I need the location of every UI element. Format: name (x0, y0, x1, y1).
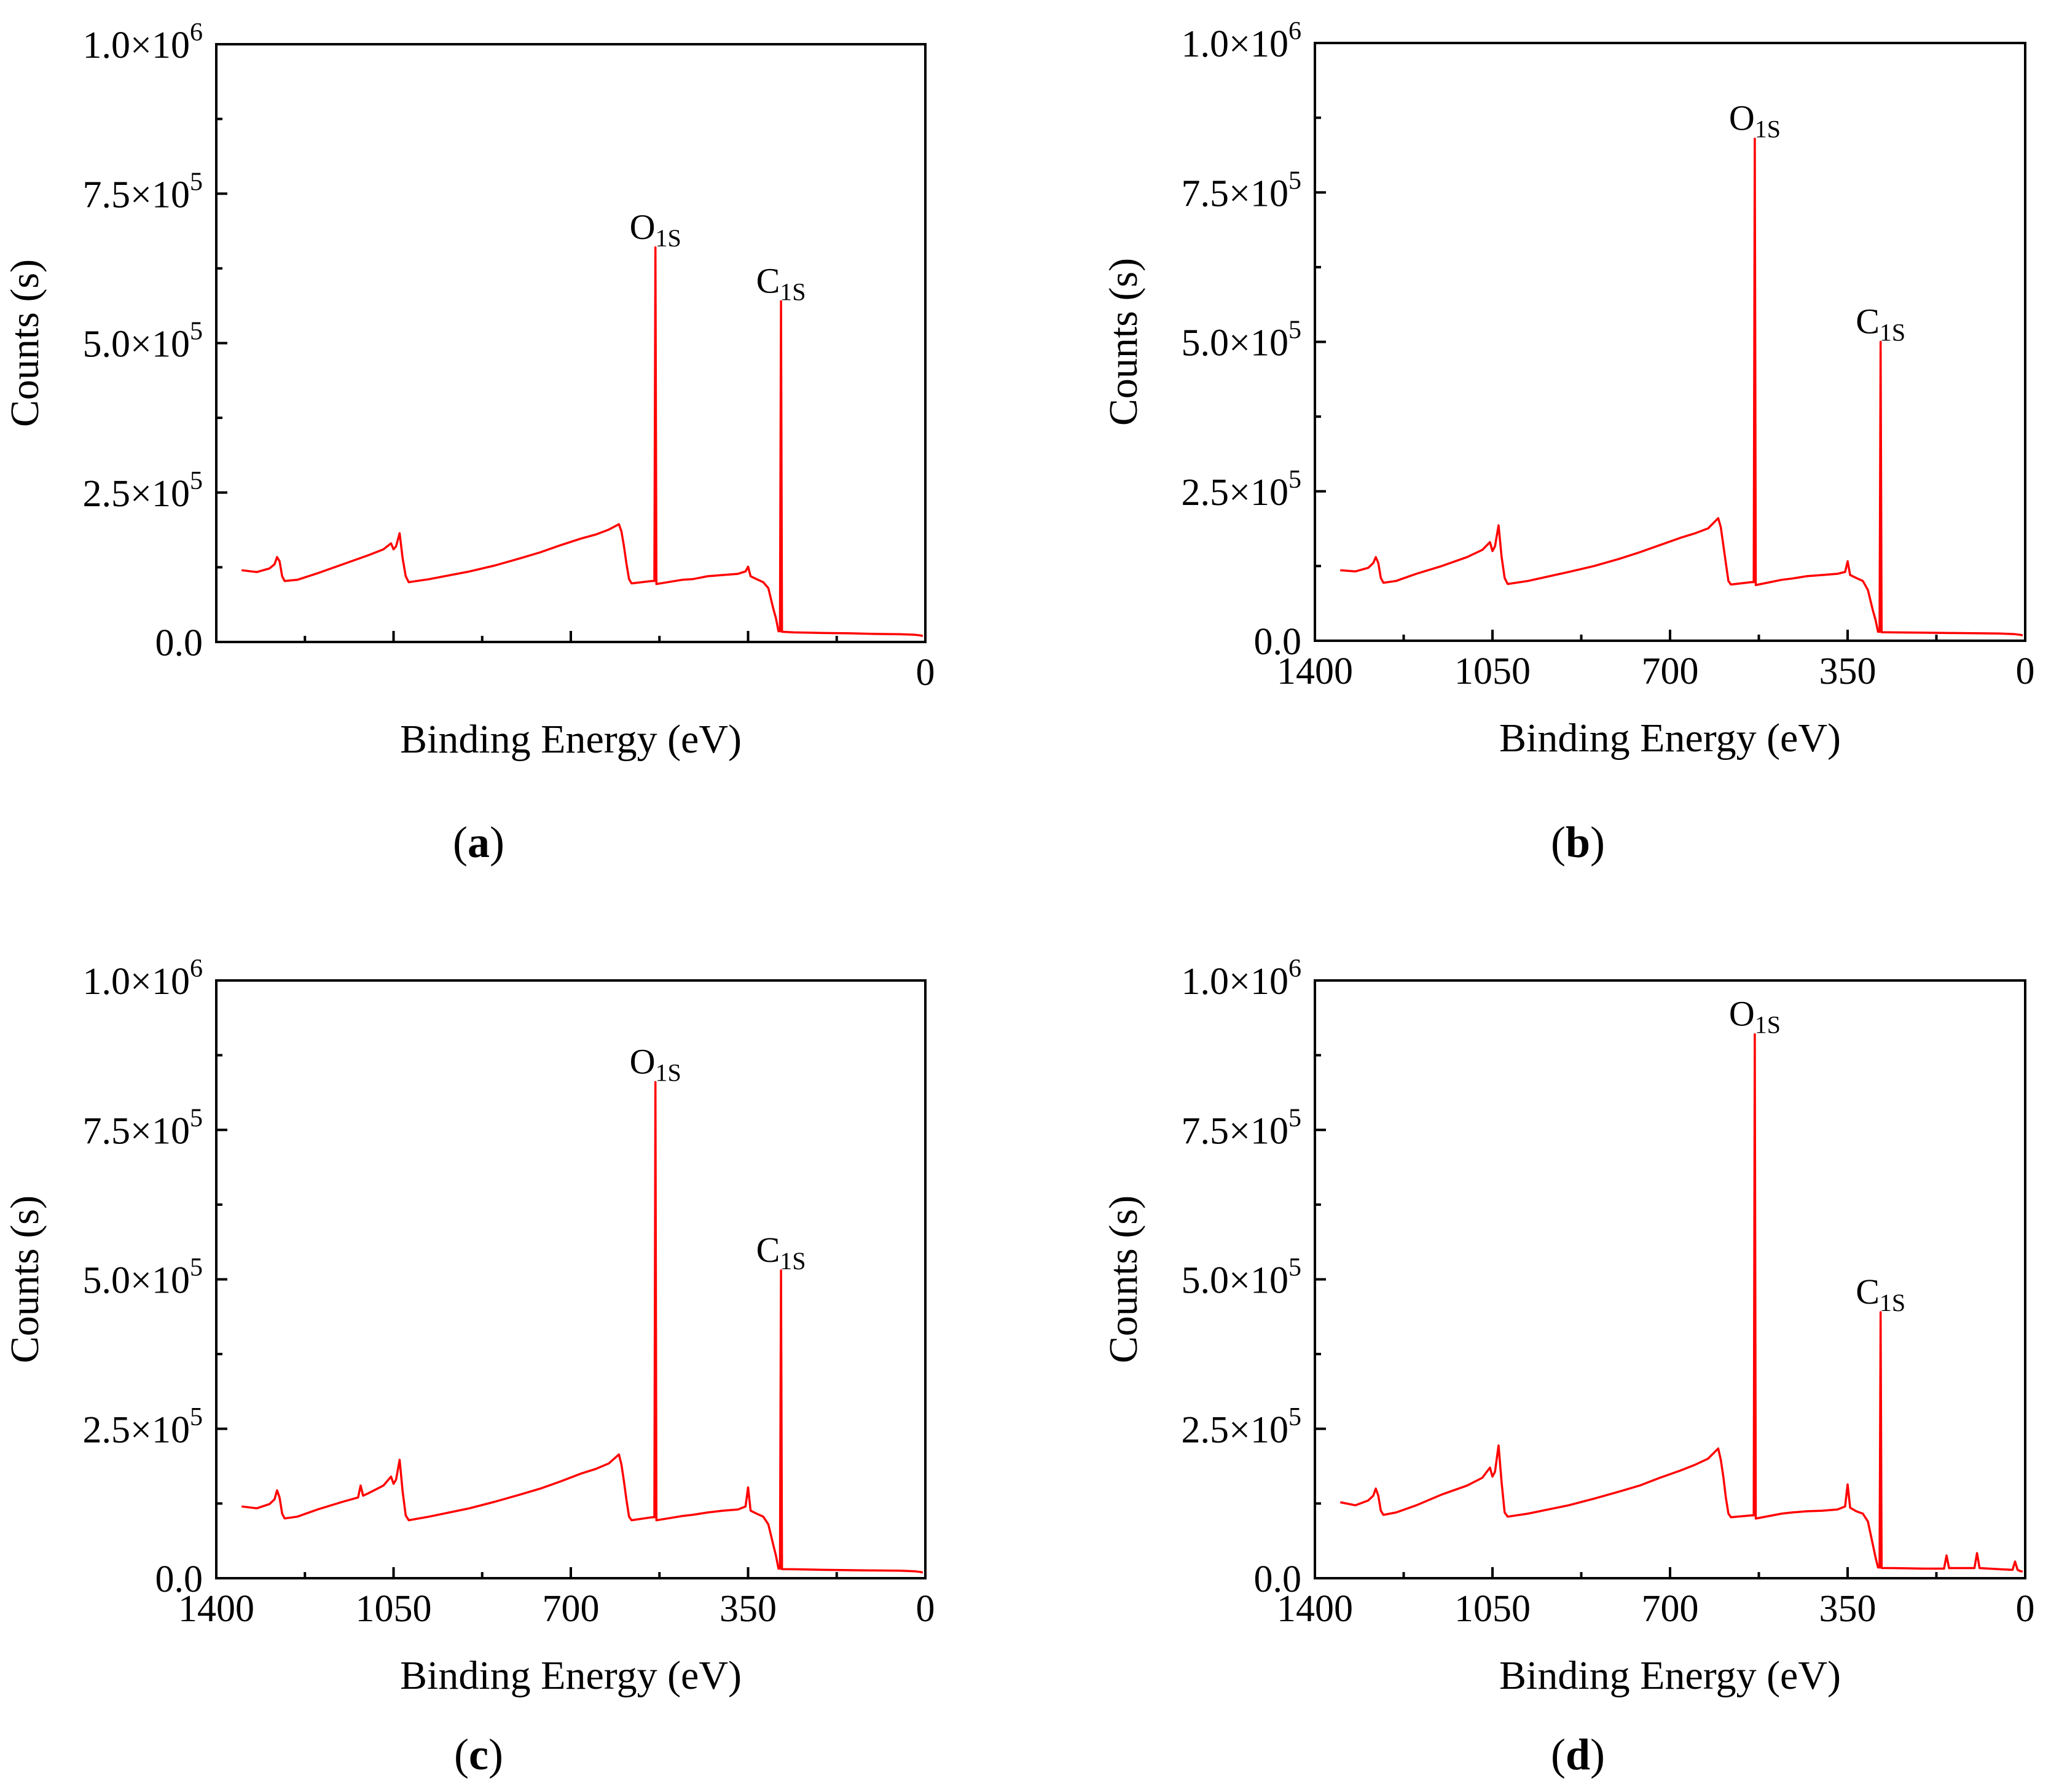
x-tick-label: 1050 (356, 1588, 432, 1630)
peak-label: O1S (630, 207, 681, 252)
y-tick-label: 5.0×105 (83, 318, 203, 366)
panel-caption: (d) (1551, 1730, 1605, 1779)
x-tick-label: 0 (916, 652, 935, 694)
y-tick-label: 0.0 (1254, 1559, 1302, 1600)
y-axis-label: Counts (s) (2, 259, 47, 427)
y-tick-label: 7.5×105 (1182, 166, 1301, 214)
x-tick-label: 700 (1642, 1588, 1699, 1630)
x-tick-label: 0 (916, 1588, 935, 1630)
panel-caption: (a) (453, 818, 504, 867)
x-tick-label: 1050 (1454, 1588, 1531, 1630)
peak-label: O1S (630, 1041, 681, 1086)
x-tick-label: 350 (720, 1588, 777, 1630)
plot-frame (1314, 42, 2026, 642)
peak-label: C1S (1856, 1272, 1905, 1317)
y-tick-label: 2.5×105 (1182, 1403, 1301, 1451)
x-tick-label: 350 (1819, 651, 1876, 692)
chart-panel-c: 0.0 2.5×105 5.0×105 7.5×105 1.0×106 1400 1050 7… (2, 955, 935, 1779)
x-tick-label: 0 (2016, 1588, 2035, 1630)
x-axis-label: Binding Energy (eV) (1499, 1653, 1841, 1698)
y-tick-label: 7.5×105 (83, 1104, 203, 1152)
chart-panel-d: 0.0 2.5×105 5.0×105 7.5×105 1.0×106 1400 1050 7… (1101, 955, 2035, 1779)
peak-label: C1S (1856, 302, 1905, 346)
x-axis-label: Binding Energy (eV) (1499, 716, 1841, 761)
y-tick-label: 7.5×105 (83, 168, 203, 216)
y-tick-label: 0.0 (155, 1559, 203, 1600)
y-tick-label: 5.0×105 (1182, 1254, 1301, 1302)
y-axis-label: Counts (s) (2, 1195, 47, 1363)
y-tick-label: 1.0×106 (1182, 955, 1301, 1003)
y-axis-label: Counts (s) (1101, 1195, 1146, 1363)
plot-frame (215, 43, 927, 643)
x-tick-label: 350 (1819, 1588, 1876, 1630)
y-tick-label: 1.0×106 (83, 18, 203, 66)
y-tick-label: 2.5×105 (83, 1403, 203, 1451)
y-tick-label: 7.5×105 (1182, 1104, 1301, 1152)
y-tick-label: 1.0×106 (1182, 17, 1301, 65)
x-tick-label: 1400 (1277, 651, 1353, 692)
x-tick-label: 1400 (178, 1588, 254, 1630)
peak-label: O1S (1729, 98, 1781, 143)
y-tick-label: 5.0×105 (1182, 316, 1301, 364)
plot-frame (215, 979, 927, 1579)
y-tick-label: 0.0 (155, 622, 203, 664)
spectrum-line (241, 246, 924, 638)
y-axis-label: Counts (s) (1101, 258, 1146, 426)
spectrum-line (1339, 1033, 2023, 1573)
y-tick-label: 2.5×105 (1182, 466, 1301, 514)
x-tick-label: 0 (2016, 651, 2035, 692)
chart-panel-b: 0.0 2.5×105 5.0×105 7.5×105 1.0×106 1400 1050 7… (1101, 17, 2035, 867)
panel-caption: (b) (1551, 818, 1605, 867)
x-tick-label: 1050 (1454, 651, 1531, 692)
peak-label: C1S (756, 1230, 806, 1275)
peak-label: C1S (756, 260, 806, 305)
y-tick-label: 1.0×106 (83, 955, 203, 1003)
chart-panel-a: 0.0 2.5×105 5.0×105 7.5×105 1.0×106 0 Binding … (2, 18, 935, 867)
spectrum-line (241, 1081, 924, 1574)
spectrum-line (1340, 137, 2023, 636)
y-tick-label: 2.5×105 (83, 467, 203, 515)
x-axis-label: Binding Energy (eV) (400, 717, 742, 762)
panel-caption: (c) (454, 1730, 503, 1779)
y-tick-label: 0.0 (1254, 621, 1302, 663)
peak-label: O1S (1729, 994, 1781, 1039)
x-tick-label: 700 (1642, 651, 1699, 692)
plot-frame (1314, 979, 2026, 1579)
x-axis-label: Binding Energy (eV) (400, 1653, 742, 1698)
x-tick-label: 1400 (1277, 1588, 1353, 1630)
x-tick-label: 700 (543, 1588, 600, 1630)
y-tick-label: 5.0×105 (83, 1254, 203, 1302)
